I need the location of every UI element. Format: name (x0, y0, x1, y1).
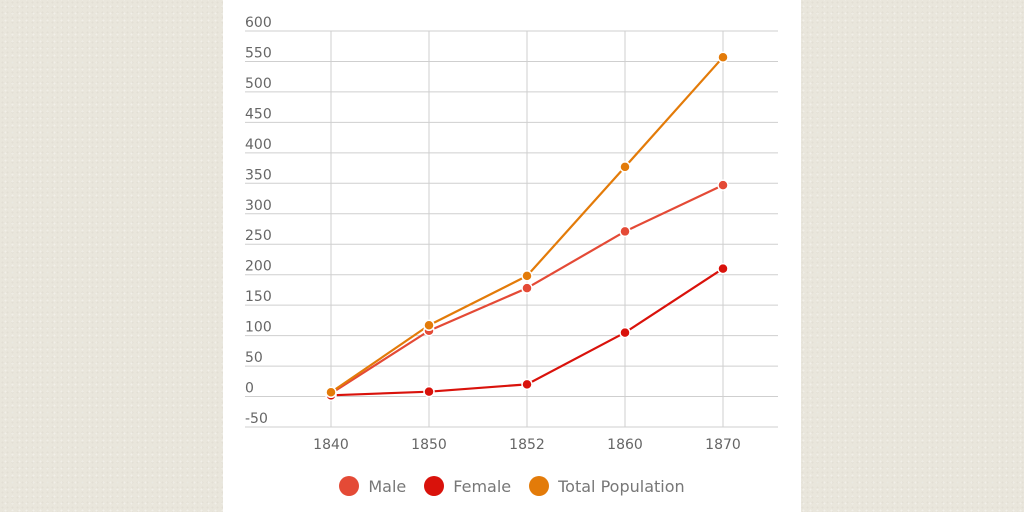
x-tick-label: 1840 (313, 437, 349, 453)
y-axis-tick-labels: -50 0 50 100 150 200 250 300 350 400 450 500 550 600 (245, 15, 272, 427)
legend-item[interactable]: Total Population (529, 476, 685, 496)
data-point (717, 179, 729, 191)
y-tick-label: 300 (245, 198, 272, 214)
y-tick-label: 200 (245, 259, 272, 275)
x-tick-label: 1860 (607, 437, 643, 453)
data-point (325, 386, 337, 399)
y-tick-label: 600 (245, 15, 272, 31)
legend-label: Total Population (558, 476, 685, 496)
data-point (619, 225, 631, 238)
data-point (521, 270, 533, 282)
legend-swatch (529, 476, 550, 496)
series-points (325, 51, 729, 402)
data-point (717, 262, 729, 275)
x-tick-label: 1850 (411, 437, 447, 453)
y-tick-label: 150 (245, 289, 272, 305)
data-point (521, 282, 533, 294)
y-tick-label: -50 (245, 411, 268, 427)
data-point (423, 385, 435, 398)
y-tick-label: 500 (245, 76, 272, 92)
legend-item[interactable]: Male (339, 476, 406, 496)
y-tick-label: 550 (245, 45, 272, 61)
y-tick-label: 250 (245, 228, 272, 244)
y-tick-label: 0 (245, 381, 254, 397)
data-point (619, 161, 631, 173)
vertical-gridlines (330, 31, 724, 427)
data-point (521, 378, 533, 391)
x-tick-label: 1852 (509, 437, 545, 453)
y-tick-label: 50 (245, 350, 263, 366)
x-tick-label: 1870 (705, 437, 741, 453)
data-point (717, 51, 729, 63)
legend-label: Female (453, 476, 512, 496)
legend-label: Male (368, 476, 407, 496)
legend-item[interactable]: Female (424, 476, 511, 496)
line-chart: -50050100150200250300350400450500550600 … (245, 15, 778, 453)
data-point (619, 326, 631, 339)
legend-swatch (339, 476, 360, 496)
y-tick-label: 350 (245, 167, 272, 183)
x-axis-tick-labels: 1840 1850 1852 1860 1870 (313, 437, 741, 453)
y-tick-label: 400 (245, 137, 272, 153)
chart-panel: -50 0 50 100 150 200 250 300 350 400 450 500 550 600 … (223, 0, 801, 512)
y-tick-label: 450 (245, 106, 272, 122)
data-point (423, 319, 435, 332)
chart-legend: Male Female Total Population (223, 476, 801, 496)
y-tick-label: 100 (245, 320, 272, 336)
legend-swatch (424, 476, 445, 496)
horizontal-gridlines (245, 30, 778, 428)
